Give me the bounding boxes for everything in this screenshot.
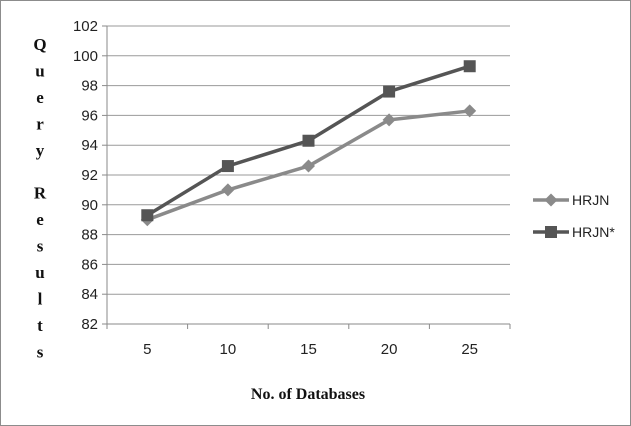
data-point: [302, 134, 315, 147]
data-point: [463, 60, 476, 73]
x-tick-label: 5: [143, 341, 151, 358]
y-tick-label: 86: [81, 256, 98, 273]
series-hrjn-: [141, 60, 476, 222]
data-point: [383, 85, 396, 98]
legend-item: HRJN: [533, 192, 609, 208]
y-tick-label: 92: [81, 167, 98, 184]
y-tick-label: 98: [81, 78, 98, 95]
y-axis-label-char: y: [36, 141, 45, 160]
x-tick-labels: 5 10 15 20 25: [143, 341, 478, 358]
x-tick-label: 20: [381, 341, 398, 358]
y-tick-label: 96: [81, 107, 98, 124]
legend-label: HRJN*: [572, 224, 615, 240]
x-tick-label: 25: [461, 341, 478, 358]
x-tick-label: 15: [300, 341, 317, 358]
y-axis-label-char: u: [35, 62, 44, 81]
y-axis-label-char: l: [38, 289, 43, 308]
y-axis-label-char: e: [36, 210, 44, 229]
y-axis-label-char: Q: [33, 35, 46, 54]
data-point: [302, 159, 315, 173]
y-tick-label: 90: [81, 197, 98, 214]
y-tick-label: 100: [73, 48, 98, 65]
legend-item: HRJN*: [533, 224, 615, 240]
gridlines: [102, 25, 511, 329]
x-tick-label: 10: [220, 341, 237, 358]
y-tick-label: 82: [81, 316, 98, 333]
y-tick-label: 84: [81, 286, 98, 303]
legend-label: HRJN: [572, 192, 609, 208]
y-tick-label: 88: [81, 227, 98, 244]
y-tick-labels: 82 84 86 88 90 92 94 96 98 100 102: [73, 18, 98, 333]
legend: HRJN HRJN*: [533, 192, 615, 240]
y-axis-label-char: s: [37, 342, 44, 361]
legend-marker: [544, 193, 558, 207]
data-point: [221, 160, 234, 173]
y-axis-label-char: e: [36, 88, 44, 107]
y-axis-label-char: s: [37, 236, 44, 255]
data-point: [141, 209, 154, 222]
y-axis-label-char: R: [34, 183, 47, 202]
legend-marker: [545, 226, 557, 238]
y-axis-label-char: u: [35, 263, 44, 282]
data-point: [463, 104, 477, 118]
data-point: [221, 183, 235, 197]
y-tick-label: 94: [81, 137, 98, 154]
series-hrjn: [140, 104, 477, 227]
y-tick-label: 102: [73, 18, 98, 35]
data-point: [382, 113, 396, 127]
x-axis-label: No. of Databases: [251, 386, 365, 403]
series-group: [140, 60, 477, 227]
y-axis-label-char: t: [37, 316, 43, 335]
y-axis-label-char: r: [36, 115, 44, 134]
